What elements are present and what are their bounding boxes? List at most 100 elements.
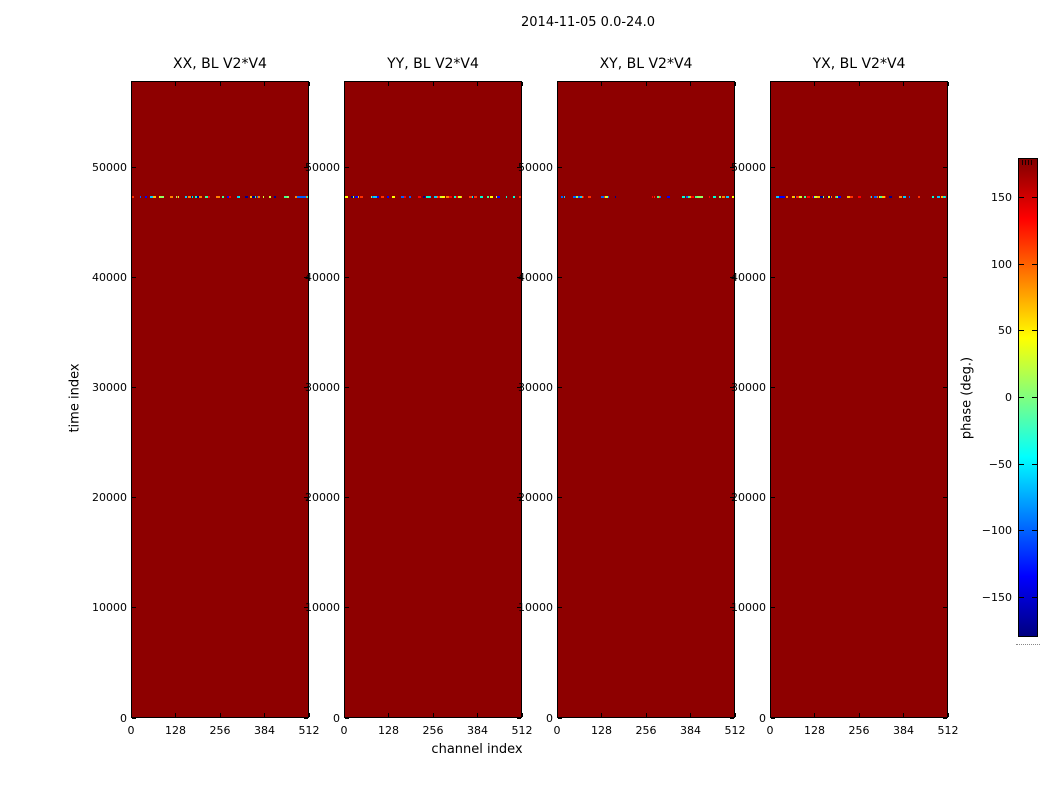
- noise-pixel: [944, 196, 945, 198]
- noise-pixel: [421, 196, 422, 198]
- colorbar-tick-mark: [1019, 530, 1024, 532]
- noise-pixel: [360, 196, 363, 198]
- noise-pixel: [284, 196, 287, 198]
- y-tick-mark: [943, 277, 947, 279]
- noise-pixel: [878, 196, 879, 198]
- noise-pixel: [899, 196, 902, 198]
- noise-pixel: [387, 196, 389, 198]
- noise-pixel: [371, 196, 372, 198]
- noise-pixel: [210, 196, 213, 198]
- noise-pixel: [615, 196, 616, 198]
- noise-pixel: [207, 196, 208, 198]
- y-tick-label: 10000: [92, 601, 127, 615]
- x-tick-mark: [477, 713, 478, 717]
- noise-pixel: [633, 196, 635, 198]
- noise-pixel: [832, 196, 833, 198]
- noise-pixel: [563, 196, 564, 198]
- y-tick-mark: [132, 387, 136, 389]
- y-tick-mark: [132, 167, 136, 169]
- noise-pixel: [909, 196, 910, 198]
- noise-pixel: [256, 196, 257, 198]
- noise-pixel: [734, 196, 735, 198]
- noise-pixel: [810, 196, 812, 198]
- y-tick-mark: [304, 607, 308, 609]
- x-tick-label: 0: [340, 724, 348, 737]
- noise-pixel: [150, 196, 153, 198]
- colorbar-tick-mark: [1019, 596, 1024, 598]
- noise-pixel: [722, 196, 725, 198]
- y-tick-mark: [771, 497, 775, 499]
- x-tick-mark: [858, 713, 860, 717]
- noise-pixel: [140, 196, 141, 198]
- noise-pixel: [812, 196, 813, 198]
- noise-pixel: [710, 196, 711, 198]
- noise-pixel: [626, 196, 627, 198]
- noise-pixel: [874, 196, 877, 198]
- colorbar-tick-mark: [1032, 530, 1037, 532]
- noise-pixel: [372, 196, 373, 198]
- noise-pixel: [389, 196, 392, 198]
- noise-pixel: [691, 196, 694, 198]
- noise-pixel: [141, 196, 142, 198]
- x-tick-mark: [521, 713, 523, 717]
- noise-pixel: [661, 196, 662, 198]
- noise-pixel: [857, 196, 858, 198]
- noise-pixel: [132, 196, 134, 198]
- noise-pixel: [276, 196, 279, 198]
- noise-pixel: [601, 196, 604, 198]
- colorbar-tick-mark: [1019, 330, 1024, 332]
- noise-pixel: [907, 196, 909, 198]
- noise-pixel: [558, 196, 561, 198]
- x-tick-label: 512: [298, 724, 320, 737]
- noise-row: [771, 196, 947, 198]
- noise-pixel: [279, 196, 281, 198]
- noise-pixel: [510, 196, 513, 198]
- noise-pixel: [496, 196, 497, 198]
- y-tick-mark: [132, 717, 136, 719]
- noise-pixel: [713, 196, 716, 198]
- noise-pixel: [377, 196, 379, 198]
- noise-pixel: [480, 196, 483, 198]
- noise-pixel: [688, 196, 690, 198]
- noise-pixel: [906, 196, 907, 198]
- noise-pixel: [648, 196, 650, 198]
- y-tick-label: 20000: [731, 491, 766, 505]
- noise-pixel: [858, 196, 861, 198]
- noise-pixel: [415, 196, 418, 198]
- noise-pixel: [733, 196, 734, 198]
- noise-pixel: [375, 196, 377, 198]
- noise-pixel: [866, 196, 868, 198]
- noise-pixel: [153, 196, 156, 198]
- colorbar-tick-label: 0: [1005, 391, 1012, 404]
- y-tick-label: 20000: [305, 491, 340, 505]
- y-tick-mark: [558, 717, 562, 719]
- noise-pixel: [670, 196, 673, 198]
- noise-pixel: [638, 196, 641, 198]
- noise-pixel: [392, 196, 395, 198]
- noise-pixel: [440, 196, 442, 198]
- noise-pixel: [588, 196, 591, 198]
- noise-pixel: [880, 196, 882, 198]
- noise-pixel: [605, 196, 608, 198]
- noise-pixel: [456, 196, 458, 198]
- colorbar-tick-label: −150: [981, 590, 1012, 604]
- x-tick-label: 256: [422, 724, 444, 737]
- x-tick-mark: [130, 82, 132, 86]
- noise-pixel: [521, 196, 522, 198]
- noise-pixel: [583, 196, 584, 198]
- noise-pixel: [667, 196, 670, 198]
- noise-pixel: [178, 196, 179, 198]
- noise-pixel: [580, 196, 582, 198]
- noise-pixel: [413, 196, 415, 198]
- noise-pixel: [609, 196, 612, 198]
- noise-pixel: [381, 196, 384, 198]
- noise-pixel: [142, 196, 145, 198]
- y-tick-mark: [132, 607, 136, 609]
- y-tick-mark: [345, 387, 349, 389]
- y-tick-label: 50000: [92, 161, 127, 175]
- y-tick-label: 40000: [518, 271, 553, 285]
- noise-row: [132, 196, 308, 198]
- noise-pixel: [796, 196, 799, 198]
- noise-pixel: [297, 196, 299, 198]
- x-tick-mark: [388, 713, 389, 717]
